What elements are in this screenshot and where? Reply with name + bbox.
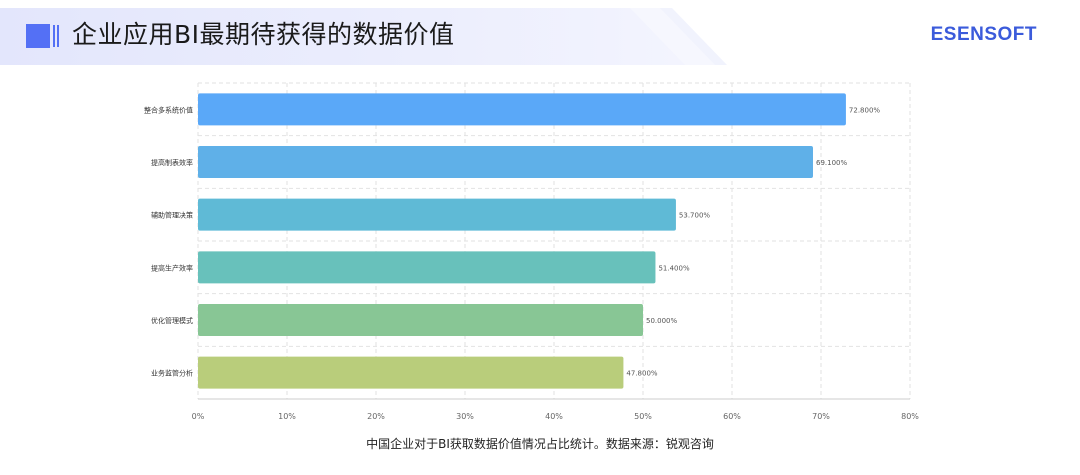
bar-value-label: 53.700% (679, 212, 710, 220)
page-title: 企业应用BI最期待获得的数据价值 (72, 20, 455, 49)
category-label: 业务监管分析 (151, 369, 193, 378)
category-label: 整合多系统价值 (144, 105, 193, 114)
x-tick-label: 80% (901, 412, 919, 421)
bar (198, 146, 813, 178)
x-tick-label: 40% (545, 412, 563, 421)
bar-value-label: 72.800% (849, 106, 880, 114)
bar (198, 251, 656, 284)
category-label: 优化管理模式 (151, 316, 193, 325)
title-marker-icon (26, 24, 60, 48)
x-tick-label: 30% (456, 412, 474, 421)
bar (198, 304, 643, 336)
x-tick-label: 0% (192, 412, 205, 421)
x-tick-label: 20% (367, 412, 385, 421)
x-tick-label: 50% (634, 412, 652, 421)
bar-value-label: 47.800% (626, 370, 657, 378)
header-band (0, 8, 727, 65)
bar (198, 93, 846, 126)
x-tick-label: 70% (812, 412, 830, 421)
bar-value-label: 51.400% (658, 264, 689, 272)
category-label: 提高制表效率 (151, 158, 193, 167)
category-label: 辅助管理决策 (151, 211, 193, 220)
bar-chart: 0% 10% 20% 30% 40% 50% 60% 70% 80% 72.800% 整合多系统价值… (144, 82, 919, 421)
bar (198, 198, 676, 231)
bar (198, 356, 624, 389)
chart-caption: 中国企业对于BI获取数据价值情况占比统计。数据来源：锐观咨询 (366, 437, 714, 451)
bar-value-label: 50.000% (646, 317, 677, 325)
brand-logo: ESENSOFT (930, 24, 1037, 45)
category-label: 提高生产效率 (151, 263, 193, 272)
x-tick-label: 60% (723, 412, 741, 421)
x-tick-label: 10% (278, 412, 296, 421)
bar-value-label: 69.100% (816, 159, 847, 167)
